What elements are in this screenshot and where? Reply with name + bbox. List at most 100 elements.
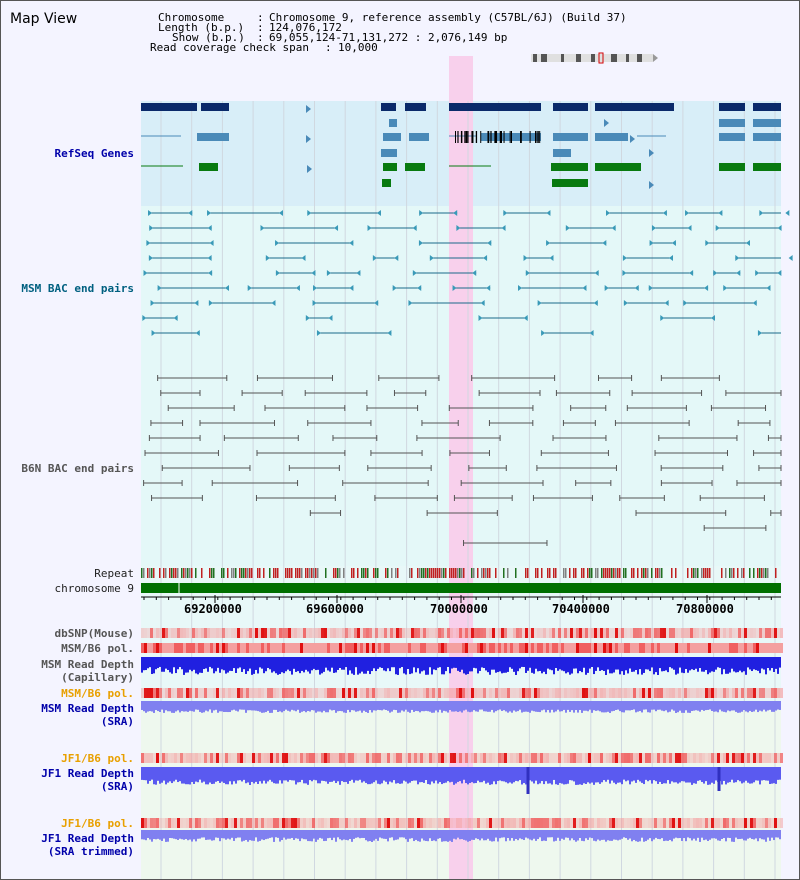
depth-bar xyxy=(403,830,405,838)
depth-bar xyxy=(621,830,623,839)
depth-bar xyxy=(665,657,667,671)
depth-bar xyxy=(473,701,475,711)
pol-heat-cell xyxy=(426,753,429,763)
gene-exon xyxy=(197,133,229,141)
depth-bar xyxy=(443,701,445,711)
track-label-dbsnp[interactable]: dbSNP(Mouse) xyxy=(54,627,134,640)
pol-heat-cell xyxy=(732,628,735,638)
depth-bar xyxy=(375,767,377,781)
pol-heat-cell xyxy=(162,688,165,698)
depth-bar xyxy=(423,830,425,841)
pol-heat-cell xyxy=(669,643,672,653)
depth-bar xyxy=(561,701,563,712)
depth-bar xyxy=(241,767,243,782)
pol-heat-cell xyxy=(546,643,549,653)
depth-bar xyxy=(317,767,319,784)
pol-heat-cell xyxy=(402,643,405,653)
repeat-element xyxy=(427,568,429,578)
repeat-element xyxy=(753,568,755,578)
pol-heat-cell xyxy=(678,628,681,638)
repeat-element xyxy=(223,568,225,578)
track-label-msm-depth-sra[interactable]: MSM Read Depth xyxy=(41,702,134,715)
pol-heat-cell xyxy=(594,818,597,828)
depth-bar xyxy=(141,830,143,840)
repeat-element xyxy=(289,568,291,578)
depth-bar xyxy=(671,657,673,669)
repeat-element xyxy=(409,568,411,578)
track-label-msm-depth-cap[interactable]: MSM Read Depth xyxy=(41,658,134,671)
depth-bar xyxy=(155,830,157,840)
pol-heat-cell xyxy=(285,643,288,653)
track-label-jf1-depth-trim[interactable]: JF1 Read Depth xyxy=(41,832,134,845)
depth-bar xyxy=(703,830,705,841)
pol-heat-cell xyxy=(441,628,444,638)
depth-bar xyxy=(333,701,335,711)
pol-heat-cell xyxy=(423,818,426,828)
depth-bar xyxy=(653,830,655,840)
depth-bar xyxy=(309,830,311,842)
pol-heat-cell xyxy=(447,818,450,828)
depth-bar xyxy=(477,830,479,840)
pol-heat-cell xyxy=(378,643,381,653)
depth-bar xyxy=(545,830,547,841)
pol-heat-cell xyxy=(186,628,189,638)
pol-heat-cell xyxy=(516,688,519,698)
depth-bar xyxy=(571,657,573,674)
bac-end xyxy=(541,330,546,336)
track-label-msm-bac[interactable]: MSM BAC end pairs xyxy=(21,282,134,295)
track-label-repeat[interactable]: Repeat xyxy=(94,567,134,580)
depth-bar xyxy=(325,701,327,713)
depth-bar xyxy=(673,701,675,711)
repeat-element xyxy=(299,568,301,578)
depth-bar xyxy=(757,657,759,671)
depth-bar xyxy=(733,657,735,672)
depth-bar xyxy=(393,830,395,841)
pol-heat-cell xyxy=(552,753,555,763)
track-label-msm-b6-pol-1[interactable]: MSM/B6 pol. xyxy=(61,642,134,655)
depth-bar xyxy=(323,830,325,842)
pol-heat-cell xyxy=(495,818,498,828)
depth-bar xyxy=(621,657,623,672)
depth-bar xyxy=(461,767,463,784)
bac-end xyxy=(487,240,492,246)
pol-heat-cell xyxy=(237,818,240,828)
track-label-jf1-b6-pol-2[interactable]: JF1/B6 pol. xyxy=(61,817,134,830)
pol-heat-cell xyxy=(270,688,273,698)
pol-heat-cell xyxy=(531,643,534,653)
track-label-refseq[interactable]: RefSeq Genes xyxy=(54,147,134,160)
pol-heat-cell xyxy=(411,628,414,638)
pol-heat-cell xyxy=(777,818,780,828)
track-label-jf1-b6-pol-1[interactable]: JF1/B6 pol. xyxy=(61,752,134,765)
pol-heat-cell xyxy=(708,818,711,828)
pol-heat-cell xyxy=(591,628,594,638)
depth-bar xyxy=(581,767,583,785)
depth-bar xyxy=(187,657,189,673)
pol-heat-cell xyxy=(216,753,219,763)
pol-heat-cell xyxy=(333,688,336,698)
pol-heat-cell xyxy=(561,818,564,828)
pol-heat-cell xyxy=(219,688,222,698)
pol-heat-cell xyxy=(201,688,204,698)
depth-bar xyxy=(521,657,523,667)
pol-heat-cell xyxy=(186,818,189,828)
pol-heat-cell xyxy=(675,643,678,653)
pol-heat-cell xyxy=(282,753,285,763)
depth-bar xyxy=(587,657,589,673)
repeat-element xyxy=(275,568,277,578)
track-label-msm-b6-pol-2[interactable]: MSM/B6 pol. xyxy=(61,687,134,700)
depth-bar xyxy=(629,767,631,785)
depth-bar xyxy=(203,657,205,670)
depth-bar xyxy=(677,701,679,713)
pol-heat-cell xyxy=(702,753,705,763)
pol-heat-cell xyxy=(402,818,405,828)
track-label-b6n-bac[interactable]: B6N BAC end pairs xyxy=(21,462,134,475)
bac-end xyxy=(759,210,764,216)
depth-bar xyxy=(443,657,445,675)
pol-heat-cell xyxy=(543,688,546,698)
pol-heat-cell xyxy=(666,818,669,828)
track-label-jf1-depth-sra[interactable]: JF1 Read Depth xyxy=(41,767,134,780)
pol-heat-cell xyxy=(198,688,201,698)
pol-heat-cell xyxy=(372,753,375,763)
depth-bar xyxy=(517,767,519,782)
depth-bar xyxy=(515,767,517,781)
